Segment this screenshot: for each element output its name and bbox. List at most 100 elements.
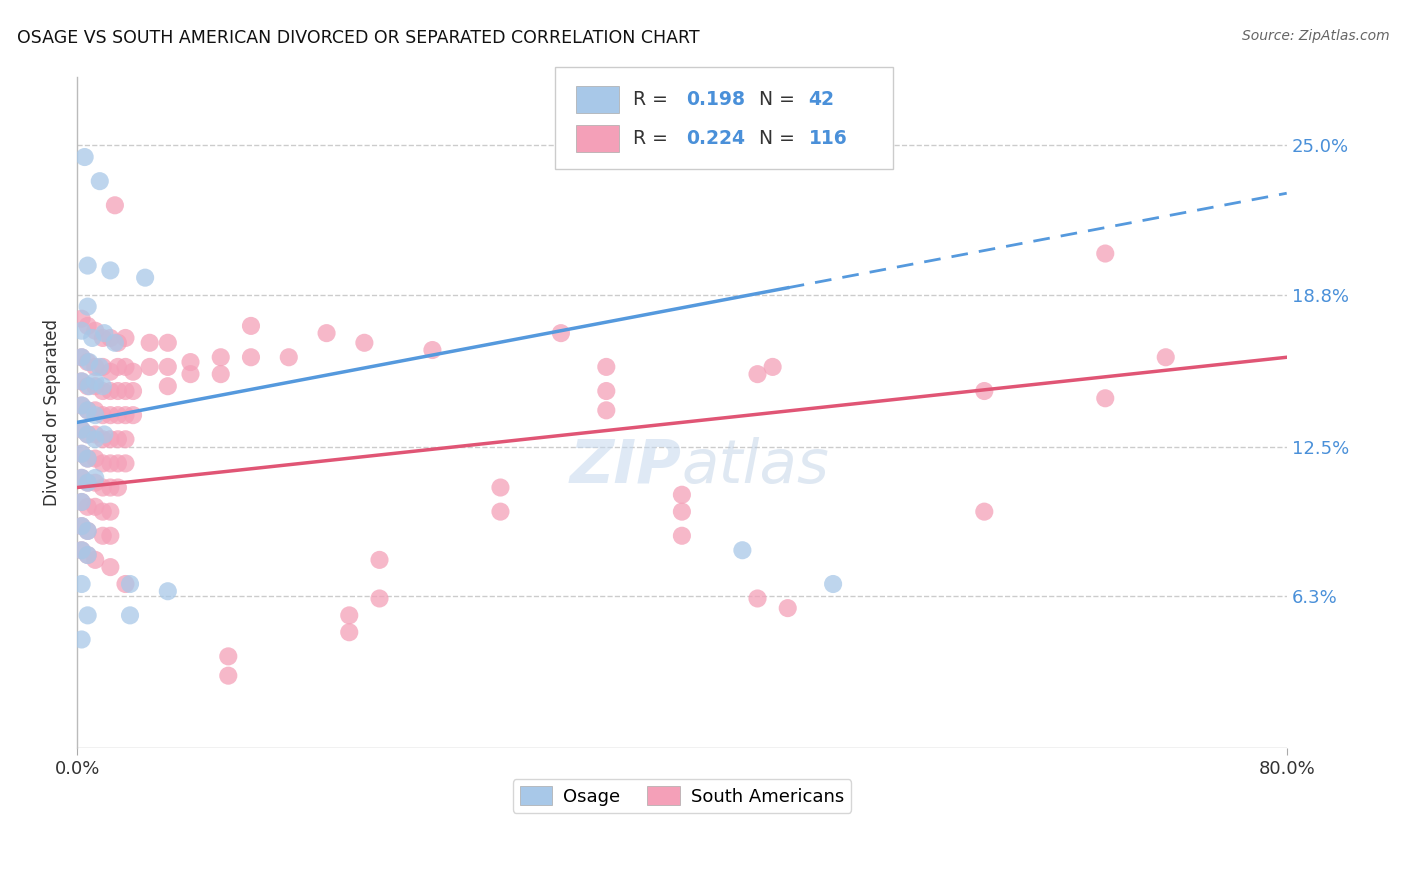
Point [762, 359, 785, 374]
Text: Source: ZipAtlas.com: Source: ZipAtlas.com [1241, 29, 1389, 43]
Point [489, 481, 512, 495]
Point [156, 359, 179, 374]
Point [76, 451, 98, 466]
Point [98, 365, 121, 379]
Point [73, 150, 96, 164]
Point [731, 543, 754, 558]
Point [76, 524, 98, 538]
Point [76, 259, 98, 273]
Point [76, 608, 98, 623]
Point [70, 351, 93, 365]
Point [76, 548, 98, 562]
Point [104, 335, 127, 350]
Point [70, 423, 93, 437]
Point [84, 451, 107, 466]
Point [84, 553, 107, 567]
Point [70, 311, 93, 326]
Point [98, 505, 121, 519]
Point [93, 326, 115, 340]
Text: 42: 42 [808, 90, 834, 109]
Point [489, 505, 512, 519]
Point [70, 399, 93, 413]
Point [91, 359, 114, 374]
Point [84, 324, 107, 338]
Point [315, 326, 337, 340]
Point [84, 432, 107, 446]
Point [114, 457, 136, 471]
Point [747, 367, 769, 381]
Point [107, 481, 129, 495]
Point [114, 577, 136, 591]
Point [353, 335, 375, 350]
Point [76, 475, 98, 490]
Point [671, 505, 693, 519]
Point [70, 447, 93, 461]
Point [114, 408, 136, 422]
Point [91, 331, 114, 345]
Point [98, 331, 121, 345]
Text: N =: N = [759, 129, 801, 148]
Point [84, 379, 107, 393]
Point [114, 432, 136, 446]
Point [595, 384, 617, 398]
Point [422, 343, 444, 357]
Point [77, 355, 100, 369]
Point [70, 577, 93, 591]
Point [84, 475, 107, 490]
Point [217, 668, 239, 682]
Point [104, 198, 127, 212]
Point [98, 384, 121, 398]
Point [76, 427, 98, 442]
Point [91, 481, 114, 495]
Y-axis label: Divorced or Separated: Divorced or Separated [44, 319, 60, 507]
Point [77, 379, 100, 393]
Point [76, 475, 98, 490]
Point [823, 577, 845, 591]
Point [91, 457, 114, 471]
Point [107, 408, 129, 422]
Point [209, 351, 232, 365]
Point [156, 335, 179, 350]
Point [368, 591, 391, 606]
Point [76, 355, 98, 369]
Point [107, 335, 129, 350]
Point [84, 427, 107, 442]
Point [114, 331, 136, 345]
Point [70, 495, 93, 509]
Point [84, 403, 107, 417]
Point [76, 318, 98, 333]
Point [973, 505, 995, 519]
Point [82, 331, 104, 345]
Point [91, 379, 114, 393]
Point [118, 577, 141, 591]
Point [156, 379, 179, 393]
Point [84, 359, 107, 374]
Point [98, 408, 121, 422]
Point [93, 427, 115, 442]
Point [595, 403, 617, 417]
Point [70, 471, 93, 485]
Text: atlas: atlas [682, 437, 830, 496]
Point [98, 560, 121, 574]
Point [76, 403, 98, 417]
Point [84, 471, 107, 485]
Point [89, 359, 111, 374]
Point [240, 351, 263, 365]
Point [107, 384, 129, 398]
Point [84, 375, 107, 389]
Point [70, 471, 93, 485]
Point [70, 632, 93, 647]
Point [156, 584, 179, 599]
Text: ZIP: ZIP [569, 437, 682, 496]
Text: R =: R = [633, 129, 673, 148]
Point [70, 351, 93, 365]
Point [76, 403, 98, 417]
Point [76, 451, 98, 466]
Point [277, 351, 299, 365]
Point [70, 423, 93, 437]
Point [209, 367, 232, 381]
Point [98, 263, 121, 277]
Text: N =: N = [759, 90, 801, 109]
Point [98, 432, 121, 446]
Point [70, 375, 93, 389]
